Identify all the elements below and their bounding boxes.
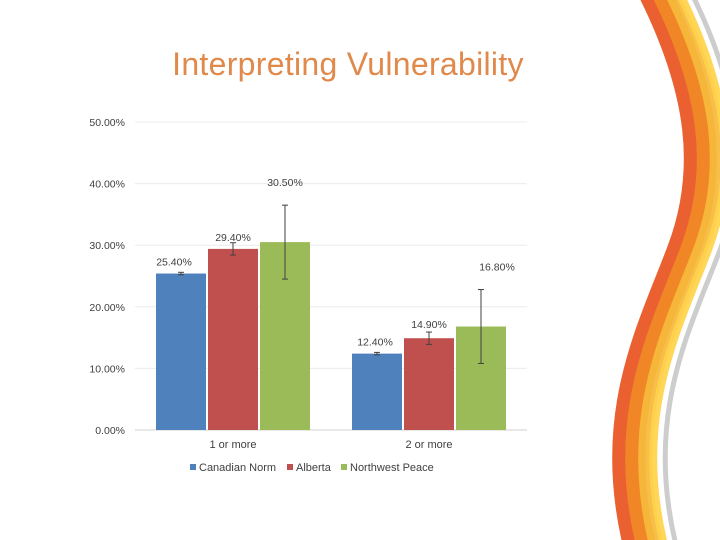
legend-swatch <box>190 464 196 470</box>
error-bar <box>426 331 432 345</box>
swoosh-stripe <box>625 0 717 540</box>
data-label: 16.80% <box>479 262 515 274</box>
data-label: 14.90% <box>411 319 447 331</box>
bar-canadian-norm <box>156 273 206 430</box>
data-label: 30.50% <box>267 177 303 189</box>
swoosh-stripe <box>649 0 720 540</box>
error-bar <box>230 242 236 256</box>
legend-swatch <box>287 464 293 470</box>
x-tick-label: 1 or more <box>209 439 256 451</box>
error-bar <box>374 351 380 356</box>
y-tick-label: 40.00% <box>89 179 125 191</box>
error-bars <box>178 204 484 364</box>
legend-label: Northwest Peace <box>350 462 434 474</box>
bar-alberta <box>208 248 258 430</box>
error-bar <box>178 271 184 276</box>
data-label: 29.40% <box>215 232 251 244</box>
legend-item-northwest-peace: Northwest Peace <box>341 462 434 474</box>
data-labels: 25.40% 29.40% 30.50% 12.40% 14.90% 16.80% <box>156 177 515 348</box>
y-tick-label: 0.00% <box>95 425 125 437</box>
legend-swatch <box>341 464 347 470</box>
legend-item-alberta: Alberta <box>287 462 332 474</box>
x-axis: 1 or more 2 or more <box>209 439 452 451</box>
legend-label: Alberta <box>296 462 332 474</box>
slide-title: Interpreting Vulnerability <box>172 46 524 82</box>
chart-bars <box>156 242 506 430</box>
bar-alberta <box>404 338 454 430</box>
y-tick-label: 10.00% <box>89 363 125 375</box>
chart-legend: Canadian Norm Alberta Northwest Peace <box>190 462 434 474</box>
error-bar <box>282 204 288 280</box>
y-axis: 0.00% 10.00% 20.00% 30.00% 40.00% 50.00% <box>89 117 125 437</box>
error-bar <box>478 289 484 364</box>
bar-canadian-norm <box>352 353 402 430</box>
swoosh-stripe <box>638 0 720 540</box>
y-tick-label: 50.00% <box>89 117 125 129</box>
data-label: 25.40% <box>156 257 192 269</box>
x-tick-label: 2 or more <box>405 439 452 451</box>
y-tick-label: 30.00% <box>89 240 125 252</box>
y-tick-label: 20.00% <box>89 302 125 314</box>
data-label: 12.40% <box>357 337 393 349</box>
legend-label: Canadian Norm <box>199 462 276 474</box>
legend-item-canadian-norm: Canadian Norm <box>190 462 276 474</box>
